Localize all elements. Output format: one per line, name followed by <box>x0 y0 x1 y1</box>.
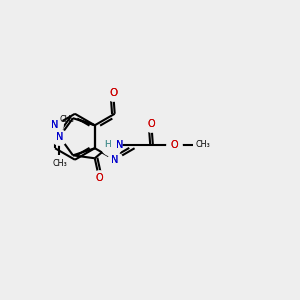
Text: N: N <box>51 120 59 130</box>
Text: O: O <box>95 173 103 183</box>
Text: O: O <box>95 173 103 183</box>
Text: N: N <box>111 155 118 165</box>
Text: N: N <box>116 140 123 150</box>
Text: N: N <box>51 120 59 130</box>
Text: O: O <box>170 140 178 150</box>
Text: H: H <box>104 140 111 149</box>
Text: O: O <box>148 119 155 129</box>
Text: O: O <box>109 88 117 98</box>
Text: N: N <box>56 132 63 142</box>
Text: CH₃: CH₃ <box>52 158 67 167</box>
Text: N: N <box>111 155 118 165</box>
Text: O: O <box>148 119 155 129</box>
Text: N: N <box>116 140 123 150</box>
Text: CH₃: CH₃ <box>196 140 210 149</box>
Text: H: H <box>104 140 111 149</box>
Text: O: O <box>170 140 178 150</box>
Text: CH₃: CH₃ <box>59 116 74 124</box>
Text: O: O <box>109 88 117 98</box>
Text: N: N <box>56 132 63 142</box>
